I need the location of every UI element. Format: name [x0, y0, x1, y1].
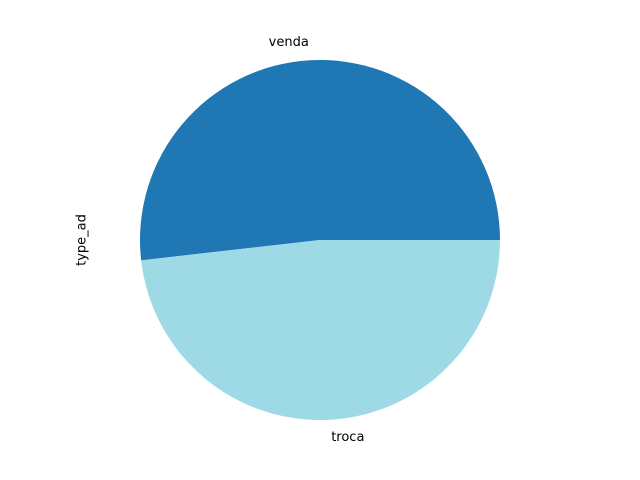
y-axis-label: type_ad: [75, 214, 90, 266]
pie-slices: [140, 60, 500, 421]
pie-label-venda: venda: [269, 35, 309, 50]
pie-labels: venda troca: [269, 35, 365, 445]
pie-slice-troca: [141, 240, 500, 421]
pie-slice-venda: [140, 60, 500, 261]
pie-label-troca: troca: [331, 430, 364, 445]
